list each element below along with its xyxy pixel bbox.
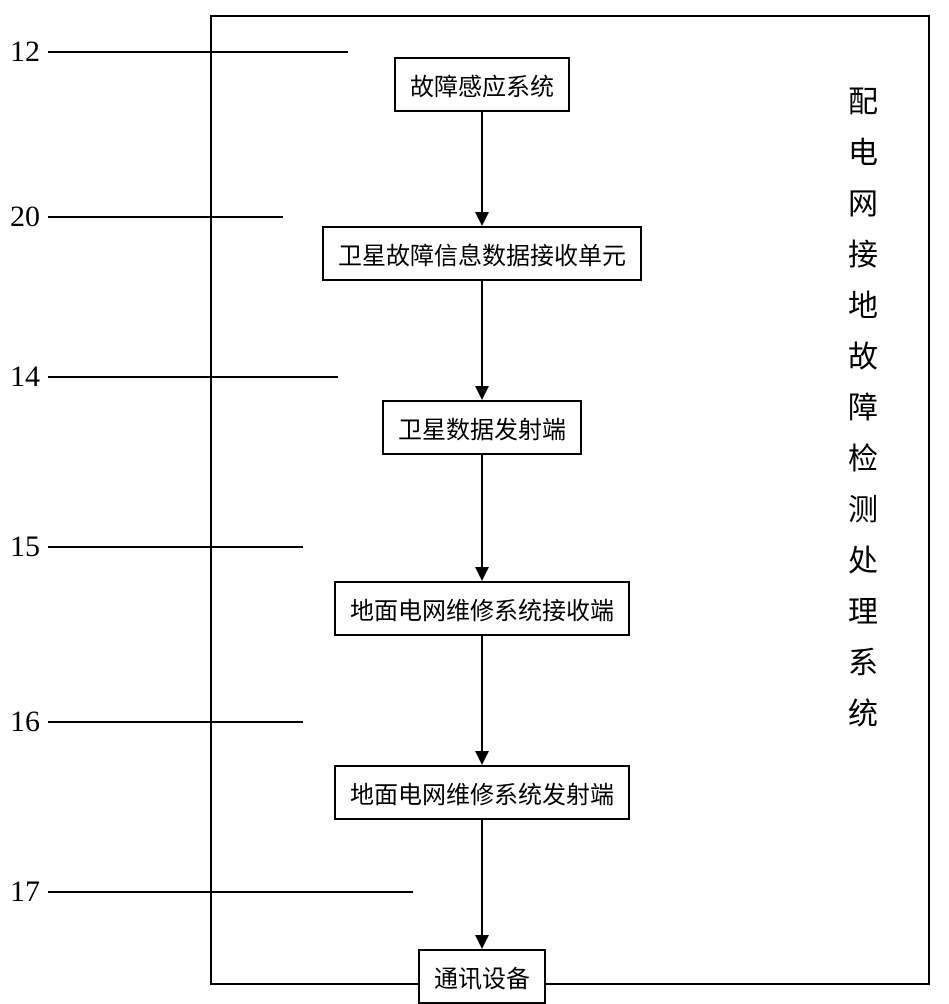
label-20: 20 bbox=[10, 200, 283, 234]
label-15: 15 bbox=[10, 530, 303, 564]
node-ground-transmit: 地面电网维修系统发射端 bbox=[334, 765, 630, 820]
flowchart-column: 故障感应系统 卫星故障信息数据接收单元 卫星数据发射端 地面电网维修系统接收端 … bbox=[282, 57, 682, 1004]
node-communication: 通讯设备 bbox=[418, 949, 546, 1004]
label-12: 12 bbox=[10, 35, 348, 69]
label-number-15: 15 bbox=[10, 530, 40, 564]
node-fault-sensing: 故障感应系统 bbox=[394, 57, 570, 112]
label-number-17: 17 bbox=[10, 875, 40, 909]
label-line-12 bbox=[48, 51, 348, 53]
label-line-17 bbox=[48, 891, 413, 893]
arrow-1 bbox=[475, 112, 489, 226]
arrow-4 bbox=[475, 636, 489, 765]
arrow-3 bbox=[475, 455, 489, 581]
node-ground-receive: 地面电网维修系统接收端 bbox=[334, 581, 630, 636]
label-line-15 bbox=[48, 546, 303, 548]
main-frame: 配电网接地故障检测处理系统 故障感应系统 卫星故障信息数据接收单元 卫星数据发射… bbox=[210, 15, 930, 985]
label-line-14 bbox=[48, 376, 338, 378]
label-16: 16 bbox=[10, 705, 303, 739]
label-line-16 bbox=[48, 721, 303, 723]
arrow-5 bbox=[475, 820, 489, 949]
label-number-20: 20 bbox=[10, 200, 40, 234]
label-17: 17 bbox=[10, 875, 413, 909]
arrow-2 bbox=[475, 281, 489, 400]
node-satellite-transmit: 卫星数据发射端 bbox=[382, 400, 582, 455]
label-number-12: 12 bbox=[10, 35, 40, 69]
label-line-20 bbox=[48, 216, 283, 218]
node-satellite-receive: 卫星故障信息数据接收单元 bbox=[322, 226, 642, 281]
label-14: 14 bbox=[10, 360, 338, 394]
system-title: 配电网接地故障检测处理系统 bbox=[848, 77, 878, 740]
label-number-14: 14 bbox=[10, 360, 40, 394]
label-number-16: 16 bbox=[10, 705, 40, 739]
